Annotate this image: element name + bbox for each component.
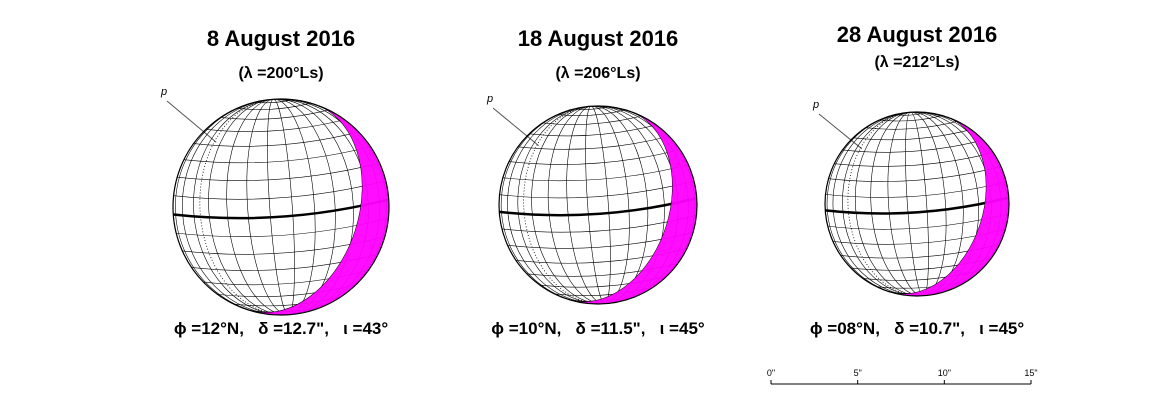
pole-pointer bbox=[818, 113, 863, 150]
pole-label: p bbox=[812, 99, 819, 111]
meridian bbox=[910, 112, 992, 296]
scale-label: 0" bbox=[767, 368, 775, 378]
meridian bbox=[193, 99, 289, 315]
panel-title: 28 August 2016 bbox=[837, 22, 998, 47]
parallel bbox=[508, 149, 681, 165]
meridian bbox=[267, 99, 289, 315]
dotted-meridian bbox=[199, 99, 289, 315]
meridian bbox=[500, 106, 605, 304]
meridian bbox=[273, 99, 369, 315]
panel-footer: ϕ =10°N, δ =11.5", ι =45° bbox=[491, 319, 705, 338]
meridian bbox=[566, 106, 605, 304]
meridian bbox=[832, 112, 924, 296]
globe-outline bbox=[824, 111, 1010, 297]
meridian bbox=[826, 112, 924, 296]
meridian bbox=[547, 106, 605, 304]
globe-outline bbox=[172, 98, 390, 316]
parallel bbox=[834, 152, 994, 167]
parallel bbox=[865, 121, 958, 130]
meridian bbox=[591, 106, 611, 304]
phase bbox=[567, 110, 697, 304]
parallel bbox=[177, 162, 380, 181]
parallel bbox=[879, 115, 943, 122]
pole-pointer bbox=[166, 100, 217, 143]
parallel bbox=[173, 180, 386, 200]
parallel bbox=[205, 119, 345, 132]
globe-outline bbox=[498, 105, 698, 305]
meridian bbox=[208, 99, 289, 315]
scale-label: 5" bbox=[854, 368, 862, 378]
scale-label: 15" bbox=[1024, 368, 1037, 378]
parallel bbox=[853, 129, 972, 141]
parallel bbox=[502, 164, 689, 182]
pole-label: p bbox=[486, 93, 493, 105]
meridian bbox=[181, 99, 289, 315]
parallel bbox=[825, 181, 1007, 198]
pole-pointer bbox=[492, 107, 539, 146]
dark-limb bbox=[888, 116, 1009, 296]
parallel bbox=[557, 109, 626, 116]
phase bbox=[247, 104, 389, 315]
parallel bbox=[542, 115, 642, 125]
dark-limb bbox=[247, 104, 389, 315]
panel-footer: ϕ =12°N, δ =12.7", ι =43° bbox=[174, 319, 389, 338]
meridian bbox=[226, 99, 289, 315]
meridian bbox=[585, 106, 605, 304]
meridian bbox=[517, 106, 605, 304]
meridian bbox=[905, 112, 924, 296]
pole-label: p bbox=[160, 86, 167, 98]
panel-subtitle: (λ =212°Ls) bbox=[874, 54, 959, 71]
parallel bbox=[499, 180, 695, 199]
dotted-meridian bbox=[847, 112, 924, 296]
parallel bbox=[842, 139, 984, 153]
phase bbox=[888, 116, 1009, 296]
parallel bbox=[828, 166, 1002, 182]
equator bbox=[825, 196, 1009, 215]
panel-subtitle: (λ =200°Ls) bbox=[238, 65, 323, 82]
equator bbox=[499, 196, 697, 217]
equator bbox=[173, 198, 389, 220]
meridian bbox=[246, 99, 289, 315]
meridian bbox=[854, 112, 924, 296]
globe bbox=[825, 112, 1009, 296]
panel-title: 8 August 2016 bbox=[207, 26, 355, 51]
meridian bbox=[507, 106, 605, 304]
meridian bbox=[887, 112, 924, 296]
globe bbox=[173, 99, 389, 315]
meridian bbox=[910, 112, 929, 296]
meridian bbox=[591, 106, 679, 304]
panel-title: 18 August 2016 bbox=[518, 26, 679, 51]
meridian bbox=[842, 112, 924, 296]
parallel bbox=[220, 109, 329, 120]
panel-subtitle: (λ =206°Ls) bbox=[555, 65, 640, 82]
meridian bbox=[175, 99, 289, 315]
parallel bbox=[183, 146, 371, 164]
meridian bbox=[273, 99, 295, 315]
parallel bbox=[193, 131, 359, 147]
parallel bbox=[529, 124, 657, 137]
dark-limb bbox=[567, 110, 697, 304]
scale-label: 10" bbox=[938, 368, 951, 378]
parallel bbox=[574, 106, 609, 110]
panel-footer: ϕ =08°N, δ =10.7", ι =45° bbox=[810, 319, 1025, 338]
globe bbox=[499, 106, 697, 304]
dotted-meridian bbox=[523, 106, 605, 304]
parallel bbox=[894, 112, 927, 116]
meridian bbox=[870, 112, 924, 296]
parallel bbox=[517, 135, 670, 150]
parallel bbox=[237, 102, 311, 110]
meridian bbox=[531, 106, 605, 304]
